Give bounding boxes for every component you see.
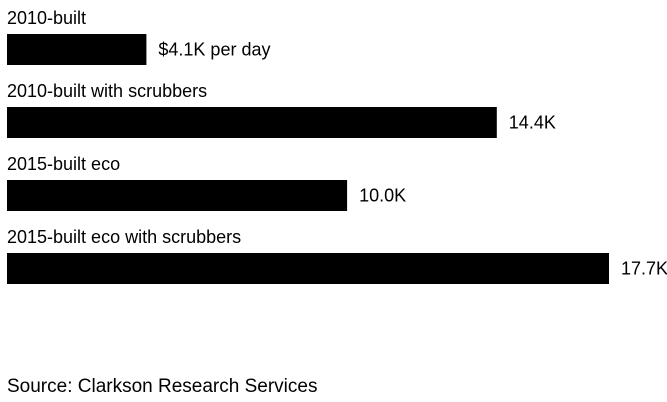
category-label: 2010-built xyxy=(7,8,86,28)
source-note: Source: Clarkson Research Services xyxy=(7,376,318,397)
bar xyxy=(7,34,147,65)
value-label: 10.0K xyxy=(359,186,406,206)
value-label: 17.7K xyxy=(621,259,667,279)
category-label: 2010-built with scrubbers xyxy=(7,81,207,101)
bar xyxy=(7,107,497,138)
bar xyxy=(7,180,348,211)
category-label: 2015-built eco with scrubbers xyxy=(7,227,241,247)
bar-chart: 2010-built $4.1K per day 2010-built with s… xyxy=(7,8,667,284)
category-label: 2015-built eco xyxy=(7,154,120,174)
value-label: $4.1K per day xyxy=(158,40,270,60)
bar xyxy=(7,253,609,284)
value-label: 14.4K xyxy=(509,113,556,133)
